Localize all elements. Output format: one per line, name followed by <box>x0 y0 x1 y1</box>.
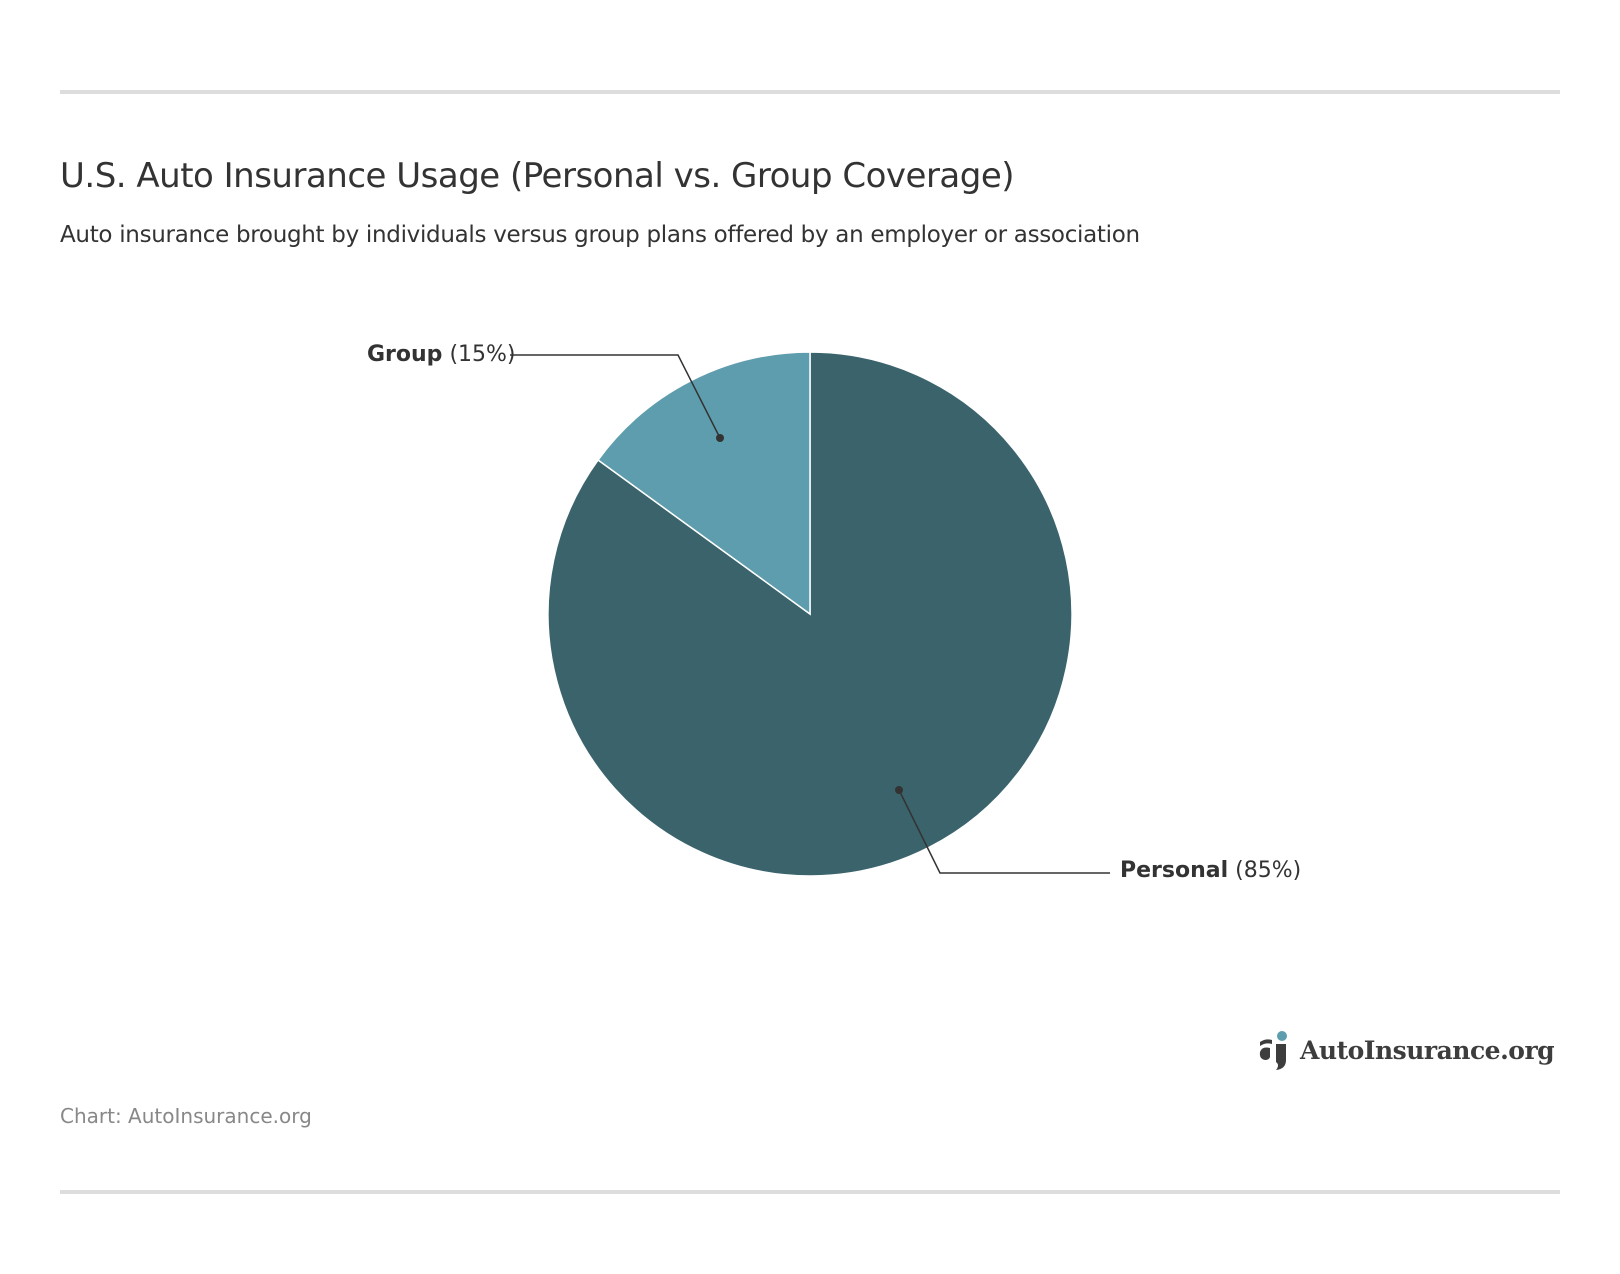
chart-title: U.S. Auto Insurance Usage (Personal vs. … <box>60 156 1015 196</box>
group-label-name: Group <box>367 342 443 367</box>
logo-text: AutoInsurance.org <box>1300 1035 1555 1065</box>
personal-label-name: Personal <box>1120 858 1229 883</box>
group-label: Group (15%) <box>367 342 516 367</box>
bottom-divider <box>60 1190 1560 1194</box>
personal-label: Personal (85%) <box>1120 858 1301 883</box>
chart-source: Chart: AutoInsurance.org <box>60 1104 312 1128</box>
group-leader-dot <box>716 434 724 442</box>
personal-leader-line <box>898 789 1110 874</box>
ai-logo-icon <box>1259 1031 1287 1070</box>
group-leader-line <box>510 354 721 439</box>
personal-label-percent: (85%) <box>1235 858 1302 883</box>
personal-leader-dot <box>895 786 903 794</box>
top-divider <box>60 90 1560 94</box>
chart-subtitle: Auto insurance brought by individuals ve… <box>60 222 1140 248</box>
brand-logo[interactable]: AutoInsurance.org <box>1256 1030 1555 1070</box>
group-label-percent: (15%) <box>449 342 516 367</box>
